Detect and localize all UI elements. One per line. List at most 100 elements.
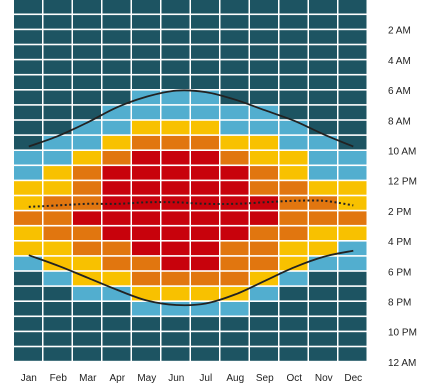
heatmap-cell — [161, 166, 190, 180]
heatmap-cell — [191, 332, 219, 346]
heatmap-cell — [338, 75, 367, 89]
heatmap-cell — [14, 151, 42, 165]
heatmap-cell — [14, 45, 42, 59]
heatmap-cell — [309, 286, 337, 301]
heatmap-cell — [102, 347, 131, 361]
heatmap-cell — [14, 196, 42, 210]
heatmap-cell — [132, 0, 160, 14]
heatmap-cell — [132, 347, 160, 361]
heatmap-cell — [279, 75, 308, 89]
heatmap-cell — [14, 120, 42, 135]
sunrise-line — [28, 89, 354, 148]
heatmap-cell — [250, 15, 278, 29]
heatmap-cell — [250, 181, 278, 195]
heatmap-cell — [73, 286, 101, 301]
heatmap-cell — [220, 211, 249, 225]
heatmap-cell — [102, 226, 131, 240]
heatmap-cell — [220, 347, 249, 361]
heatmap-cell — [279, 211, 308, 225]
heatmap-cell — [43, 317, 72, 331]
heatmap-cell — [102, 256, 131, 271]
heatmap-cell — [338, 271, 367, 286]
heatmap-cell — [102, 90, 131, 105]
heatmap-cell — [279, 226, 308, 240]
y-tick-label: 10 PM — [388, 328, 417, 339]
heatmap-cell — [338, 0, 367, 14]
x-tick-label: Mar — [79, 373, 97, 384]
heatmap-cell — [279, 120, 308, 135]
heatmap-cell — [309, 211, 337, 225]
y-tick-label: 2 AM — [388, 26, 411, 37]
heatmap-cell — [191, 0, 219, 14]
heatmap-cell — [250, 0, 278, 14]
heatmap-cell — [338, 15, 367, 29]
heatmap-cell — [191, 181, 219, 195]
heatmap-cell — [250, 135, 278, 150]
heatmap-cell — [43, 60, 72, 74]
heatmap-cell — [191, 30, 219, 44]
heatmap-cell — [250, 332, 278, 346]
heatmap-cell — [73, 196, 101, 210]
heatmap-cell — [102, 135, 131, 150]
heatmap-cell — [309, 105, 337, 120]
heatmap-cell — [132, 302, 160, 316]
heatmap-cell — [250, 90, 278, 105]
heatmap-cell — [132, 105, 160, 120]
heatmap-cell — [43, 241, 72, 256]
y-tick-label: 2 PM — [388, 207, 411, 218]
heatmap-cell — [309, 15, 337, 29]
heatmap-cell — [102, 181, 131, 195]
heatmap-cell — [279, 196, 308, 210]
heatmap-cell — [14, 317, 42, 331]
heatmap-cell — [73, 105, 101, 120]
heatmap-cell — [338, 105, 367, 120]
x-tick-label: Jun — [168, 373, 184, 384]
heatmap-cell — [191, 271, 219, 286]
heatmap-cell — [220, 0, 249, 14]
y-tick-label: 4 AM — [388, 56, 411, 67]
heatmap-cell — [43, 30, 72, 44]
heatmap-cell — [338, 256, 367, 271]
heatmap-cell — [309, 30, 337, 44]
heatmap-cell — [250, 211, 278, 225]
heatmap-cell — [102, 75, 131, 89]
sunset-line — [28, 249, 354, 307]
heatmap-cell — [14, 0, 42, 14]
heatmap-cell — [132, 120, 160, 135]
heatmap-cell — [161, 105, 190, 120]
heatmap-cell — [43, 166, 72, 180]
heatmap-cell — [43, 15, 72, 29]
heatmap-cell — [279, 30, 308, 44]
heatmap-cell — [132, 151, 160, 165]
heatmap-cell — [220, 15, 249, 29]
heatmap-cell — [220, 302, 249, 316]
heatmap-cell — [279, 317, 308, 331]
heatmap-cell — [14, 241, 42, 256]
heatmap-cell — [161, 75, 190, 89]
heatmap-cell — [309, 241, 337, 256]
heatmap-cell — [250, 226, 278, 240]
heatmap-cell — [132, 75, 160, 89]
heatmap-cell — [73, 60, 101, 74]
heatmap-cell — [73, 15, 101, 29]
heatmap-cell — [73, 45, 101, 59]
heatmap-cell — [132, 271, 160, 286]
heatmap-cell — [279, 45, 308, 59]
heatmap-cell — [43, 256, 72, 271]
heatmap-cell — [161, 196, 190, 210]
heatmap-cell — [250, 105, 278, 120]
heatmap-cell — [43, 302, 72, 316]
heatmap-cell — [14, 181, 42, 195]
heatmap-cell — [338, 317, 367, 331]
heatmap-cell — [279, 286, 308, 301]
heatmap-cell — [338, 226, 367, 240]
heatmap-cell — [73, 120, 101, 135]
x-tick-label: Dec — [344, 373, 362, 384]
heatmap-cell — [132, 166, 160, 180]
y-tick-label: 4 PM — [388, 237, 411, 248]
heatmap-cell — [73, 226, 101, 240]
heatmap-cell — [250, 317, 278, 331]
heatmap-cell — [73, 302, 101, 316]
heatmap-cell — [161, 120, 190, 135]
heatmap-cell — [309, 60, 337, 74]
